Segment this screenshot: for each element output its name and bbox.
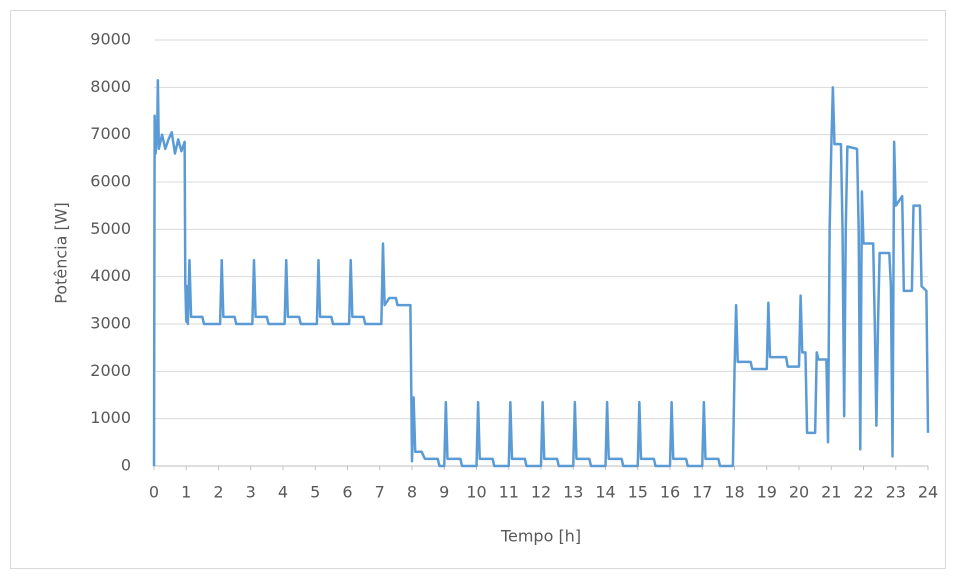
y-tick-label: 0 (121, 456, 131, 475)
x-tick-label: 12 (531, 483, 551, 502)
x-tick-label: 20 (789, 483, 809, 502)
x-tick-label: 5 (310, 483, 320, 502)
y-axis-label: Potência [W] (52, 202, 71, 304)
data-line (152, 78, 930, 468)
x-tick-label: 10 (466, 483, 486, 502)
x-tick-label: 21 (821, 483, 841, 502)
y-tick-label: 9000 (90, 30, 131, 49)
x-tick-label: 18 (724, 483, 744, 502)
y-tick-label: 3000 (90, 314, 131, 333)
x-tick-label: 3 (246, 483, 256, 502)
x-tick-label: 0 (149, 483, 159, 502)
x-tick-label: 24 (918, 483, 938, 502)
y-tick-label: 7000 (90, 124, 131, 143)
y-tick-label: 5000 (90, 219, 131, 238)
x-tick-label: 11 (499, 483, 519, 502)
chart-frame (10, 10, 946, 569)
y-tick-label: 4000 (90, 266, 131, 285)
x-tick-label: 2 (213, 483, 223, 502)
y-tick-label: 2000 (90, 361, 131, 380)
x-tick-label: 8 (407, 483, 417, 502)
y-tick-label: 8000 (90, 77, 131, 96)
x-tick-label: 15 (628, 483, 648, 502)
x-tick-label: 6 (342, 483, 352, 502)
x-tick-label: 22 (853, 483, 873, 502)
x-tick-label: 4 (278, 483, 288, 502)
y-tick-label: 6000 (90, 172, 131, 191)
x-tick-label: 7 (375, 483, 385, 502)
x-tick-label: 23 (886, 483, 906, 502)
x-axis-label: Tempo [h] (500, 527, 581, 546)
x-tick-label: 14 (595, 483, 615, 502)
x-tick-label: 16 (660, 483, 680, 502)
x-tick-label: 13 (563, 483, 583, 502)
x-tick-label: 1 (181, 483, 191, 502)
x-tick-label: 17 (692, 483, 712, 502)
x-tick-label: 9 (439, 483, 449, 502)
y-tick-label: 1000 (90, 408, 131, 427)
x-tick-label: 19 (757, 483, 777, 502)
